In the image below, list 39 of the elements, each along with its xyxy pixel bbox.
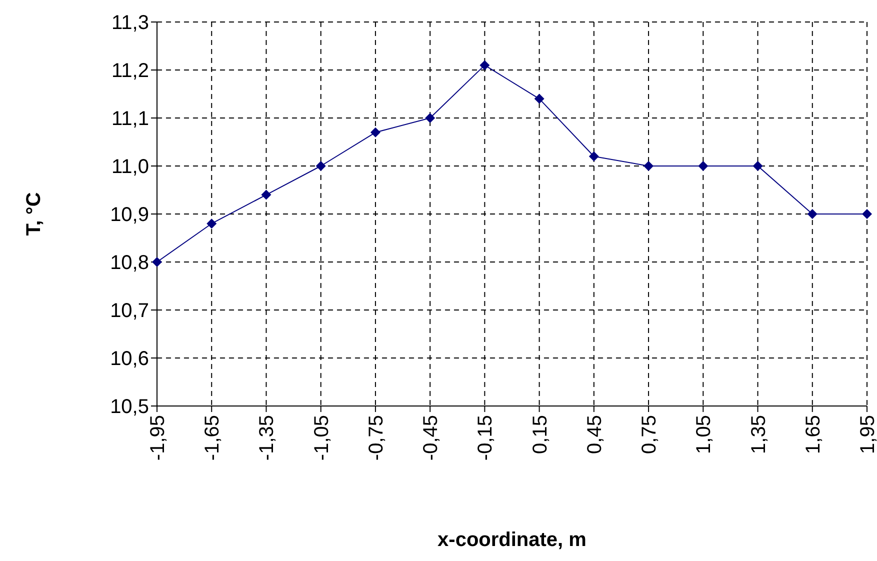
point xyxy=(425,113,436,123)
y-tick-label: 10,5 xyxy=(110,396,149,418)
x-tick-label: -1,05 xyxy=(310,415,333,461)
point xyxy=(698,161,708,171)
y-tick-label: 10,7 xyxy=(110,300,149,322)
point xyxy=(588,151,599,162)
y-tick-label: 10,8 xyxy=(110,252,149,274)
x-tick-label: -1,65 xyxy=(202,415,224,461)
x-tick-label: 1,95 xyxy=(857,415,877,454)
y-tick-label: 11,1 xyxy=(112,108,149,130)
point xyxy=(316,161,326,171)
point xyxy=(862,209,872,219)
y-tick-label: 11,3 xyxy=(112,12,149,34)
x-tick-label: 0,45 xyxy=(584,415,606,454)
x-tick-label: 1,05 xyxy=(693,415,716,454)
x-tick-label: -0,15 xyxy=(474,415,497,461)
x-tick-label: -1,95 xyxy=(147,415,169,461)
x-tick-label: 0,75 xyxy=(638,415,661,454)
y-tick-label: 10,9 xyxy=(110,204,149,226)
y-tick-label: 11,0 xyxy=(112,156,149,178)
x-tick-label: 0,15 xyxy=(529,415,552,454)
point xyxy=(752,161,763,171)
x-tick-label: -0,75 xyxy=(365,415,388,461)
point xyxy=(807,209,818,219)
y-axis-title: T, °C xyxy=(23,192,45,236)
x-tick-label: -0,45 xyxy=(420,415,442,461)
y-tick-label: 11,2 xyxy=(112,60,149,82)
point xyxy=(644,161,654,171)
point xyxy=(370,127,380,138)
point xyxy=(261,190,272,200)
x-tick-label: 1,65 xyxy=(802,415,824,454)
x-tick-label: 1,35 xyxy=(748,415,770,454)
y-tick-label: 10,6 xyxy=(110,348,149,370)
x-axis-title: x-coordinate, m xyxy=(438,529,586,551)
point xyxy=(206,218,217,229)
point xyxy=(480,60,490,70)
point xyxy=(534,94,544,104)
x-tick-label: -1,35 xyxy=(256,415,278,461)
point xyxy=(152,257,162,267)
